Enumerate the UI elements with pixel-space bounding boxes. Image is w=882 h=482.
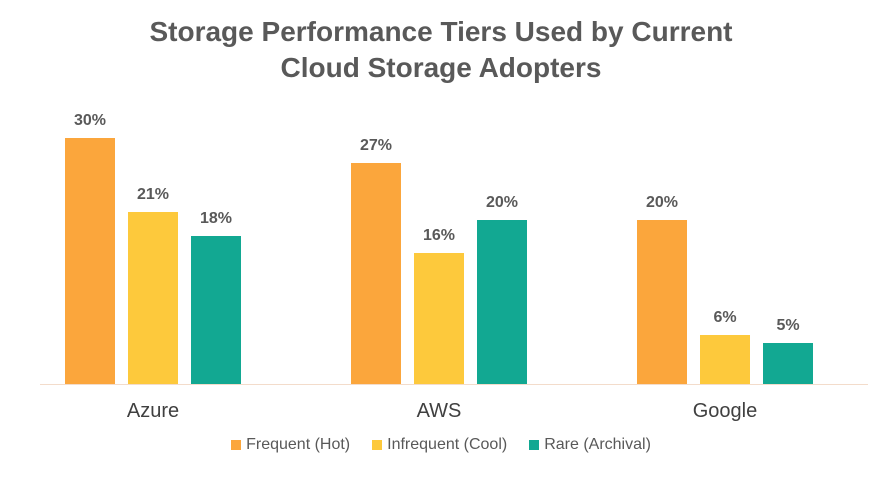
legend-swatch-hot <box>231 440 242 450</box>
legend-swatch-cool <box>372 440 383 450</box>
legend-label-archival: Rare (Archival) <box>544 436 651 453</box>
x-tick-label-azure: Azure <box>126 400 180 422</box>
data-label: 20% <box>485 194 519 211</box>
legend-item-cool: Infrequent (Cool) <box>372 436 507 454</box>
bar-aws-archival <box>477 220 527 384</box>
bar-google-hot <box>637 220 687 384</box>
x-axis-line <box>40 384 868 385</box>
data-label: 16% <box>422 227 456 244</box>
legend-label-cool: Infrequent (Cool) <box>387 436 508 453</box>
data-label: 20% <box>645 194 679 211</box>
chart-title-line-1: Storage Performance Tiers Used by Curren… <box>149 16 733 47</box>
legend: Frequent (Hot) Infrequent (Cool) Rare (A… <box>0 436 882 454</box>
bar-azure-hot <box>65 138 115 384</box>
bar-google-cool <box>700 335 750 384</box>
bar-azure-cool <box>128 212 178 384</box>
x-tick-label-aws: AWS <box>416 400 462 422</box>
legend-swatch-archival <box>529 440 540 450</box>
data-label: 30% <box>73 112 107 129</box>
legend-label-hot: Frequent (Hot) <box>246 436 351 453</box>
bar-google-archival <box>763 343 813 384</box>
data-label: 21% <box>136 186 170 203</box>
data-label: 6% <box>713 309 737 326</box>
data-label: 18% <box>199 210 233 227</box>
bar-aws-cool <box>414 253 464 384</box>
chart-title-line-2: Cloud Storage Adopters <box>280 52 602 83</box>
legend-item-archival: Rare (Archival) <box>529 436 651 454</box>
x-tick-label-google: Google <box>692 400 758 422</box>
bar-aws-hot <box>351 163 401 384</box>
legend-item-hot: Frequent (Hot) <box>231 436 350 454</box>
chart-title: Storage Performance Tiers Used by Curren… <box>0 14 882 86</box>
bar-azure-archival <box>191 236 241 384</box>
data-label: 5% <box>776 317 800 334</box>
data-label: 27% <box>359 137 393 154</box>
